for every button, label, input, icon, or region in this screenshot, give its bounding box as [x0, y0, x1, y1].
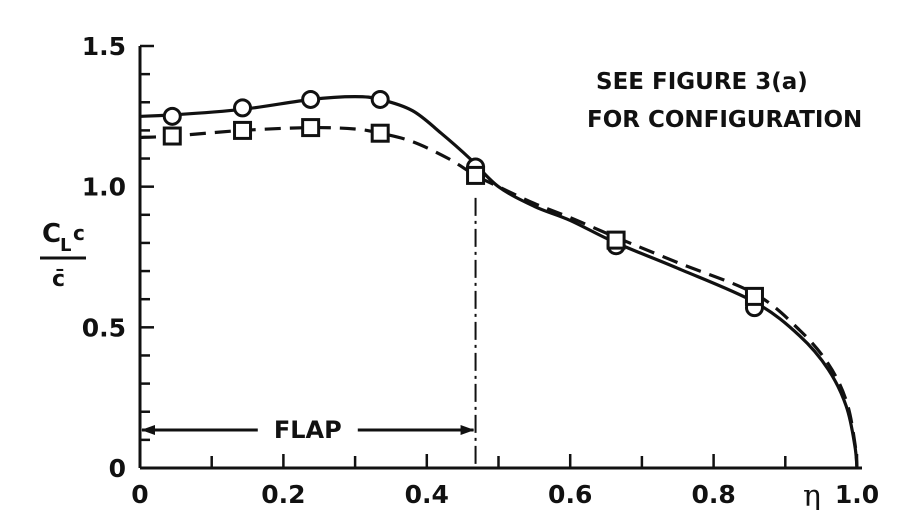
- square-data-point: [744, 286, 764, 306]
- markers: [162, 89, 764, 318]
- circle-data-point: [370, 89, 390, 109]
- x-tick-label: 0.8: [691, 480, 735, 509]
- circle-data-point: [162, 106, 182, 126]
- circle-data-point: [233, 98, 253, 118]
- circle-data-point: [301, 89, 321, 109]
- y-label-subscript: L: [60, 235, 71, 256]
- annotation-line-1: SEE FIGURE 3(a): [596, 69, 808, 95]
- y-axis-label: C L c c̄: [40, 219, 86, 292]
- square-data-point: [162, 126, 182, 146]
- square-data-point: [606, 230, 626, 250]
- x-tick-label: 0.4: [405, 480, 449, 509]
- x-tick-label: 1.0: [835, 480, 879, 509]
- x-tick-label: 0: [131, 480, 148, 509]
- y-label-c-tail: c: [73, 221, 85, 245]
- y-tick-label: 0: [109, 454, 126, 483]
- axes: 0 0.2 0.4 0.6 0.8 1.0 0 0.5 1.0 1.5: [82, 32, 879, 509]
- square-data-point: [370, 123, 390, 143]
- annotations: FLAP: [141, 197, 477, 468]
- flap-label: FLAP: [274, 416, 342, 444]
- x-tick-label: 0.2: [261, 480, 305, 509]
- x-axis-symbol: η: [803, 479, 821, 510]
- square-data-point: [301, 118, 321, 138]
- curves: [139, 95, 859, 469]
- y-tick-label: 1.0: [82, 173, 126, 202]
- square-data-point: [466, 165, 486, 185]
- x-tick-label: 0.6: [548, 480, 592, 509]
- y-label-c-main: C: [42, 219, 61, 249]
- solid-series-line: [139, 95, 859, 469]
- y-label-denominator: c̄: [52, 267, 65, 292]
- annotation-line-2: FOR CONFIGURATION: [587, 107, 862, 133]
- square-data-point: [233, 120, 253, 140]
- y-tick-label: 1.5: [82, 32, 126, 61]
- y-tick-label: 0.5: [82, 313, 126, 342]
